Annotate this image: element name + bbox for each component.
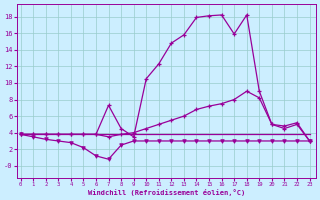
X-axis label: Windchill (Refroidissement éolien,°C): Windchill (Refroidissement éolien,°C) [88,189,245,196]
